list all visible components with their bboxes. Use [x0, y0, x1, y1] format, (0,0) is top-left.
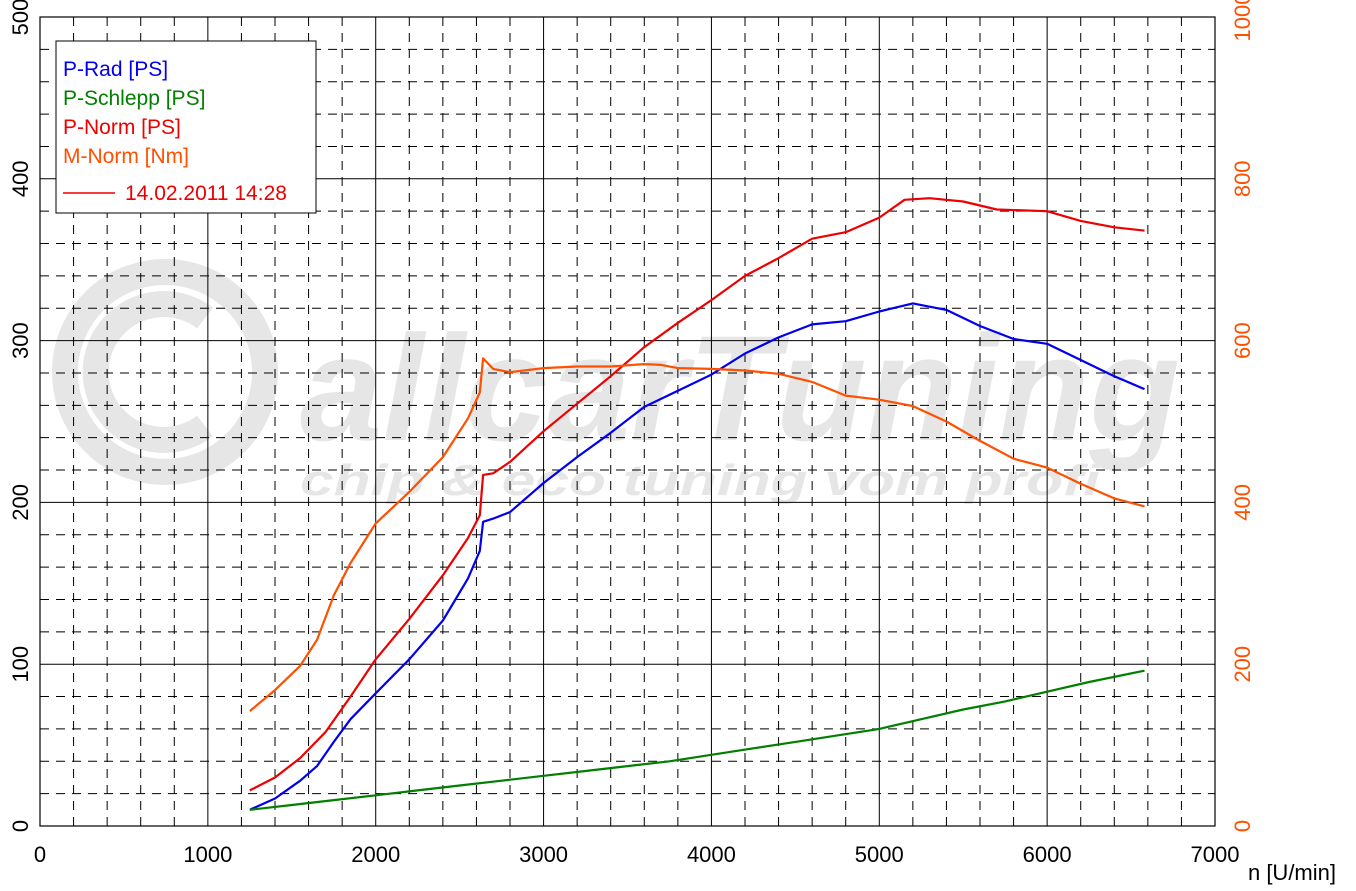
y-left-tick-label: 400 [8, 160, 33, 197]
legend-run-label: 14.02.2011 14:28 [125, 182, 287, 205]
copyright-c-icon [82, 291, 213, 453]
x-tick-label: 0 [34, 842, 46, 867]
plot-frame [39, 16, 1216, 827]
legend-entry-p-rad: P-Rad [PS] [63, 58, 168, 81]
series-line-p-norm-ps [249, 197, 1145, 792]
series-group [249, 197, 1145, 811]
x-tick-label: 7000 [1191, 842, 1240, 867]
x-tick-label: 1000 [183, 842, 232, 867]
y-left-tick-label: 300 [8, 322, 33, 359]
y-right-tick-label: 1000 [1230, 0, 1255, 41]
x-tick-label: 6000 [1023, 842, 1072, 867]
y-right-tick-label: 0 [1230, 820, 1255, 832]
x-tick-label: 4000 [687, 842, 736, 867]
axes [39, 16, 1216, 827]
y-right-tick-label: 800 [1230, 160, 1255, 197]
y-left-tick-label: 0 [8, 820, 33, 832]
legend-entry-p-schlepp: P-Schlepp [PS] [63, 87, 205, 110]
series-line-m-norm-nm [249, 357, 1145, 712]
x-tick-label: 2000 [351, 842, 400, 867]
watermark: allcarTuning chip & eco tuning vom profi [52, 259, 1180, 505]
y-left-tick-label: 200 [8, 484, 33, 521]
legend-box [55, 40, 317, 214]
series-line-p-schlepp-ps [249, 669, 1145, 811]
x-tick-label: 3000 [519, 842, 568, 867]
y-left-tick-label: 100 [8, 646, 33, 683]
y-right-tick-label: 400 [1230, 484, 1255, 521]
legend: P-Rad [PS] P-Schlepp [PS] P-Norm [PS] M-… [55, 40, 317, 214]
watermark-brand: allcarTuning [300, 304, 1180, 472]
tick-labels: 0 1000 2000 3000 4000 5000 6000 700001002003004… [8, 0, 1255, 867]
legend-entry-p-norm: P-Norm [PS] [63, 116, 181, 139]
y-right-tick-label: 200 [1230, 646, 1255, 683]
copyright-circle-icon [52, 259, 278, 485]
y-left-tick-label: 500 [8, 0, 33, 35]
series-line-p-rad-ps [249, 302, 1145, 811]
legend-entry-m-norm: M-Norm [Nm] [63, 145, 189, 168]
watermark-tagline: chip & eco tuning vom profi [300, 456, 1101, 505]
x-tick-label: 5000 [855, 842, 904, 867]
x-axis-title: n [U/min] [1248, 860, 1336, 885]
y-right-tick-label: 600 [1230, 322, 1255, 359]
